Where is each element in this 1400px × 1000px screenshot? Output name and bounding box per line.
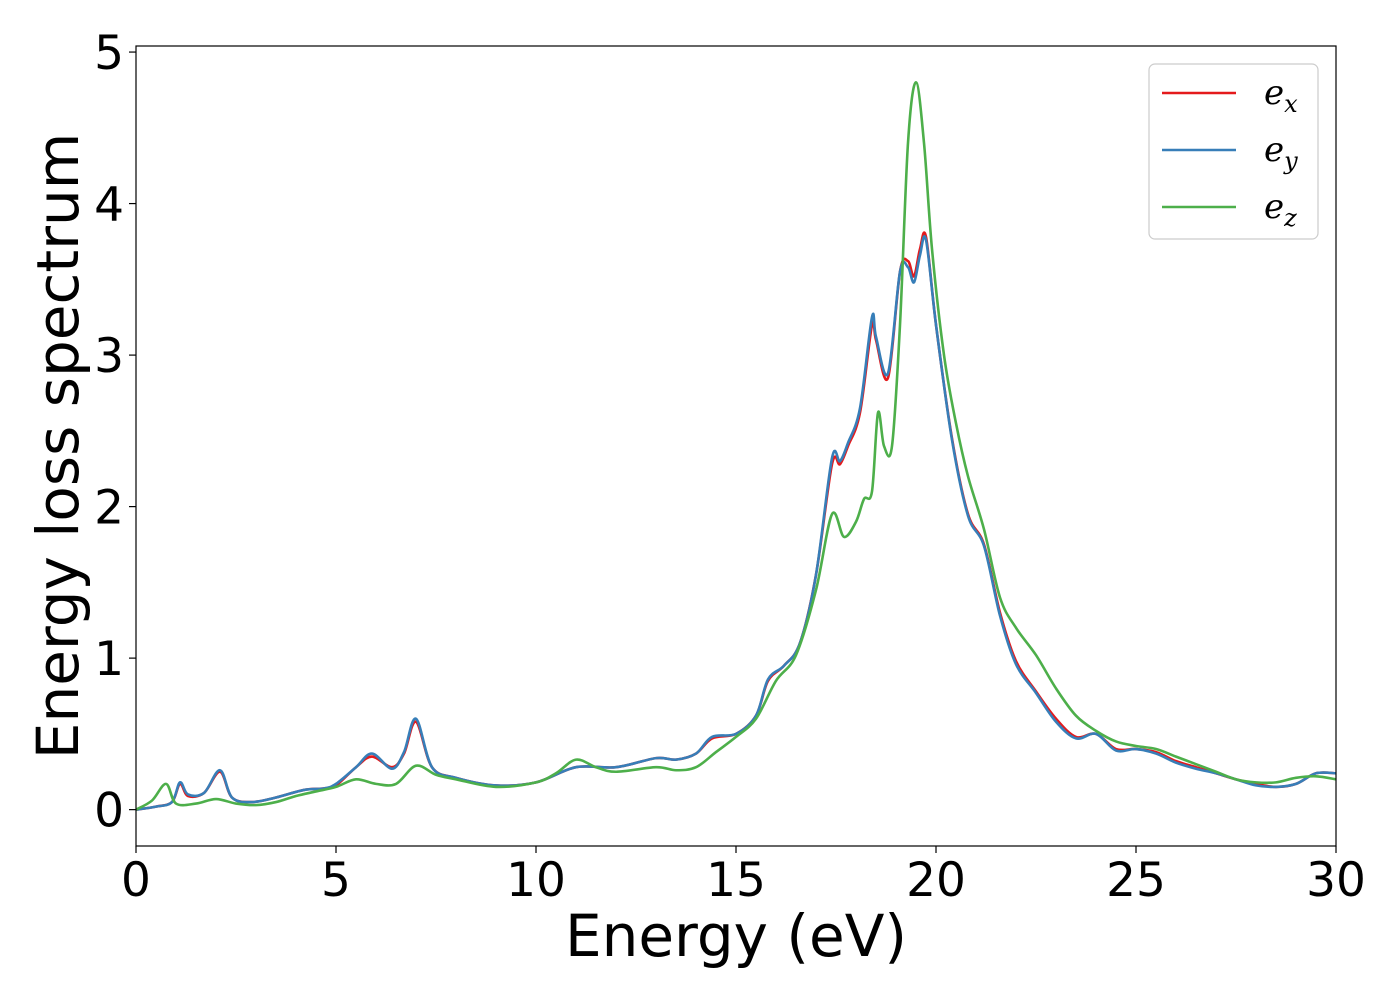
x-tick-label: 20 bbox=[906, 853, 966, 908]
legend-box bbox=[1148, 63, 1319, 240]
y-tick-label: 0 bbox=[94, 784, 124, 839]
y-tick-label: 3 bbox=[94, 329, 124, 384]
x-axis-title: Energy (eV) bbox=[565, 902, 907, 970]
x-tick-label: 0 bbox=[121, 853, 151, 908]
y-tick-label: 4 bbox=[94, 178, 124, 233]
y-axis-title: Energy loss spectrum bbox=[24, 133, 92, 759]
x-tick-label: 10 bbox=[506, 853, 566, 908]
x-tick-label: 30 bbox=[1306, 853, 1366, 908]
x-tick-label: 5 bbox=[321, 853, 351, 908]
y-tick-label: 1 bbox=[94, 632, 124, 687]
series-layer bbox=[136, 81, 1336, 811]
y-tick-label: 2 bbox=[94, 481, 124, 536]
x-tick-label: 25 bbox=[1106, 853, 1166, 908]
ticks-layer: 0 5 10 15 20 25 30 0 1 2 3 4 5 bbox=[94, 26, 1366, 908]
y-tick-label: 5 bbox=[94, 26, 124, 81]
x-tick-label: 15 bbox=[706, 853, 766, 908]
series-line-z bbox=[136, 81, 1336, 811]
